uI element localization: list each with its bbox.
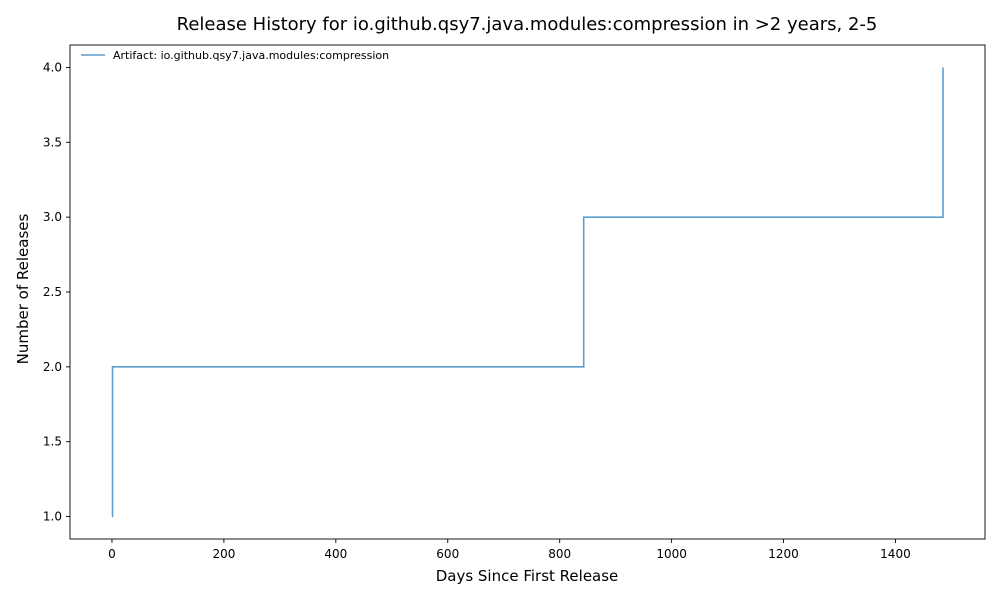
y-tick-label: 3.0 bbox=[43, 210, 62, 224]
y-tick-label: 1.0 bbox=[43, 510, 62, 524]
axes-frame bbox=[69, 44, 986, 540]
x-tick-label: 1400 bbox=[880, 547, 911, 561]
x-axis-title: Days Since First Release bbox=[436, 567, 619, 585]
y-tick-label: 2.5 bbox=[43, 285, 62, 299]
x-tick-label: 1200 bbox=[768, 547, 799, 561]
plot-area: 0 200 400 600 800 1000 1200 1400 1.0 1.5 2.0 2.5 3.0… bbox=[43, 44, 986, 561]
x-tick-label: 600 bbox=[436, 547, 459, 561]
y-tick-label: 3.5 bbox=[43, 135, 62, 149]
x-tick-label: 0 bbox=[108, 547, 116, 561]
legend-label: Artifact: io.github.qsy7.java.modules:co… bbox=[113, 49, 389, 62]
x-tick-label: 400 bbox=[324, 547, 347, 561]
y-axis-title: Number of Releases bbox=[14, 213, 32, 364]
x-tick-label: 200 bbox=[212, 547, 235, 561]
x-tick-label: 800 bbox=[548, 547, 571, 561]
legend: Artifact: io.github.qsy7.java.modules:co… bbox=[81, 49, 389, 62]
y-tick-label: 1.5 bbox=[43, 435, 62, 449]
y-tick-label: 2.0 bbox=[43, 360, 62, 374]
y-tick-label: 4.0 bbox=[43, 60, 62, 74]
chart-title: Release History for io.github.qsy7.java.… bbox=[177, 14, 878, 35]
series-line bbox=[111, 67, 944, 518]
x-tick-label: 1000 bbox=[656, 547, 687, 561]
